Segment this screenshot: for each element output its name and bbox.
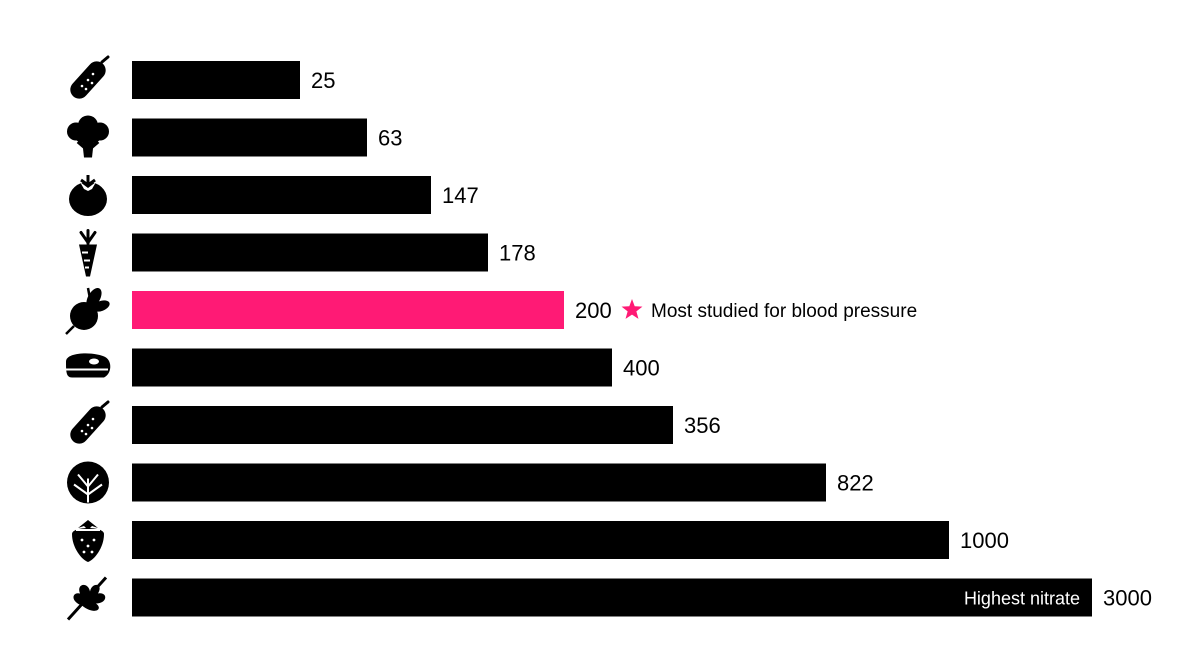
- value-label: 200: [575, 298, 612, 323]
- value-label: 1000: [960, 528, 1009, 553]
- broccoli-icon: [67, 115, 109, 158]
- bar: [132, 463, 826, 502]
- annotation-blood-pressure: Most studied for blood pressure: [651, 301, 917, 322]
- value-labels: 25 63 147 178 200 400 356 822 1000 3000: [311, 68, 1152, 611]
- bars: [132, 61, 1092, 617]
- tomato-icon: [69, 175, 107, 216]
- value-label: 63: [378, 126, 402, 151]
- carrot-icon: [79, 229, 97, 277]
- star-icon: [621, 299, 643, 319]
- bar: [132, 406, 673, 444]
- strawberry-icon: [72, 520, 104, 562]
- bar: [132, 348, 612, 387]
- steak-icon: [66, 353, 111, 378]
- bar-highlighted: [132, 291, 564, 329]
- value-label: 400: [623, 356, 660, 381]
- cucumber-icon: [70, 55, 110, 99]
- value-label: 178: [499, 241, 536, 266]
- value-label: 356: [684, 413, 721, 438]
- beetroot-icon: [65, 287, 110, 335]
- value-label: 3000: [1103, 586, 1152, 611]
- category-icons: [65, 55, 111, 621]
- bar: [132, 118, 367, 157]
- value-label: 25: [311, 68, 335, 93]
- bar: [132, 176, 431, 214]
- arugula-icon: [66, 576, 108, 621]
- bar: [132, 578, 1092, 617]
- cabbage-icon: [67, 461, 109, 504]
- value-label: 147: [442, 183, 479, 208]
- bar: [132, 233, 488, 272]
- bar: [132, 61, 300, 99]
- annotation-highest-nitrate: Highest nitrate: [964, 589, 1080, 609]
- zucchini-icon: [70, 400, 110, 444]
- value-label: 822: [837, 471, 874, 496]
- annotations: Most studied for blood pressure Highest n…: [621, 299, 1080, 609]
- bar: [132, 521, 949, 559]
